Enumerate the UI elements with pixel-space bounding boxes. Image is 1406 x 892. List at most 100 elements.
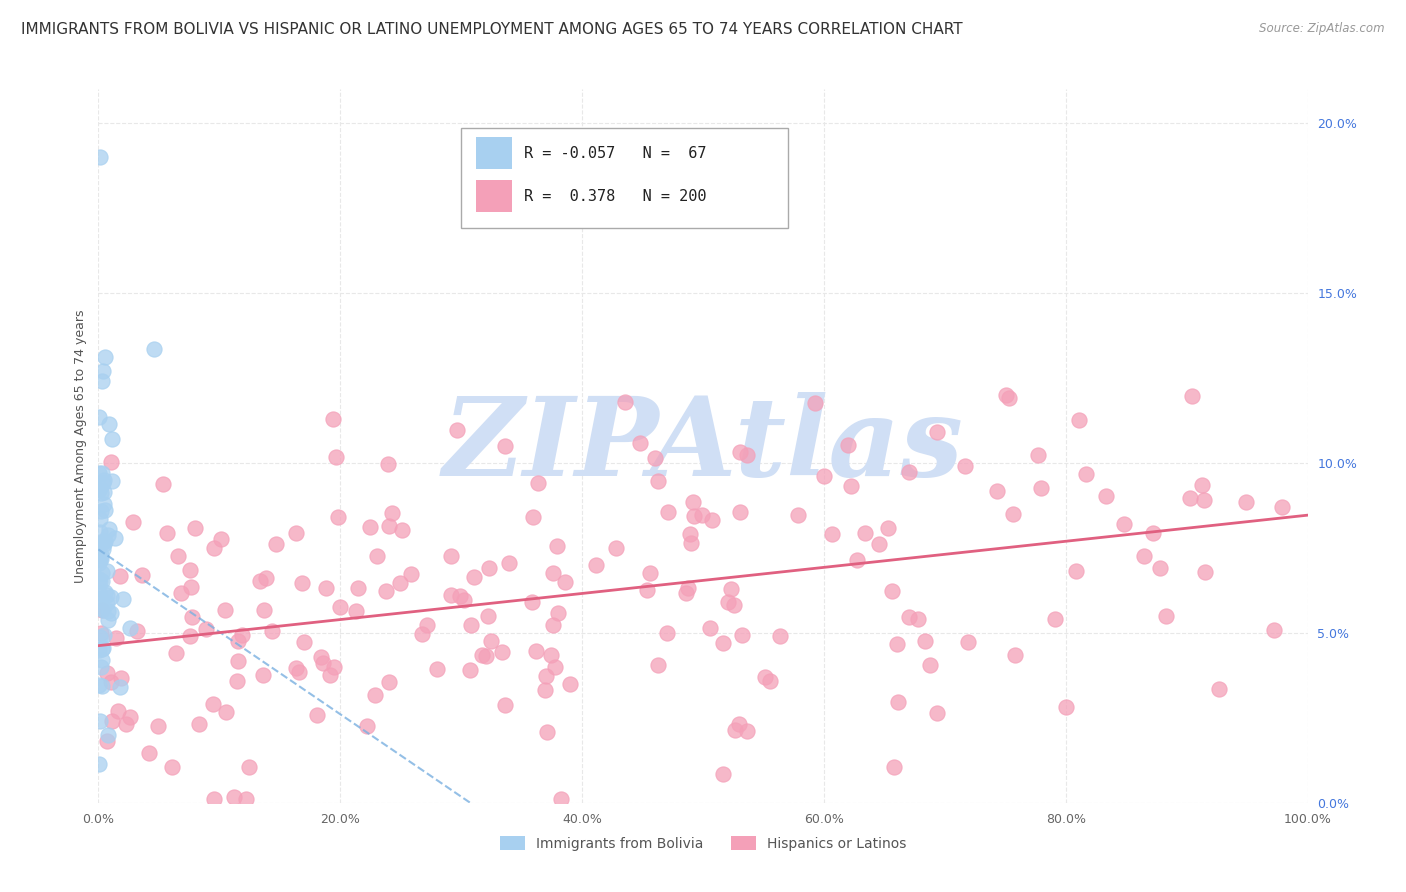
Point — [541, 618, 564, 632]
Point — [366, 549, 388, 564]
Point — [494, 698, 516, 712]
Point — [284, 525, 307, 540]
Point — [90, 679, 112, 693]
Point — [305, 707, 328, 722]
Point — [540, 648, 562, 663]
Point — [87, 677, 110, 691]
Point — [1054, 700, 1077, 714]
Point — [986, 483, 1008, 498]
Point — [93, 537, 115, 551]
Point — [1181, 389, 1204, 403]
Point — [97, 527, 120, 541]
Point — [226, 633, 249, 648]
Point — [89, 552, 111, 566]
Point — [647, 474, 669, 488]
Point — [682, 495, 704, 509]
Point — [381, 506, 404, 520]
Point — [359, 519, 381, 533]
Point — [156, 525, 179, 540]
Point — [118, 621, 141, 635]
Point — [458, 663, 481, 677]
Point — [101, 474, 124, 488]
Point — [319, 667, 342, 681]
Point — [89, 540, 111, 554]
Point — [93, 497, 115, 511]
Point — [170, 586, 193, 600]
Point — [326, 510, 349, 524]
Point — [89, 481, 111, 495]
Point — [100, 455, 122, 469]
Point — [998, 391, 1021, 405]
Point — [89, 150, 111, 164]
Point — [188, 717, 211, 731]
Point — [87, 409, 110, 424]
Point — [391, 523, 413, 537]
Point — [546, 539, 568, 553]
Point — [115, 717, 138, 731]
Point — [683, 508, 706, 523]
Point — [471, 648, 494, 662]
Point — [97, 728, 120, 742]
Point — [735, 448, 758, 462]
Point — [636, 582, 658, 597]
Point — [100, 675, 122, 690]
Point — [238, 760, 260, 774]
Point — [1067, 413, 1090, 427]
Point — [925, 706, 948, 721]
Point — [90, 485, 112, 500]
Point — [91, 476, 114, 491]
Point — [1180, 491, 1202, 505]
Point — [675, 586, 697, 600]
Point — [702, 513, 724, 527]
Point — [883, 760, 905, 774]
Point — [547, 606, 569, 620]
Point — [446, 423, 468, 437]
Point — [1192, 492, 1215, 507]
Point — [97, 604, 120, 618]
Point — [90, 660, 112, 674]
Point — [94, 585, 117, 599]
Point — [1114, 517, 1136, 532]
Point — [498, 556, 520, 570]
Point — [97, 613, 120, 627]
Point — [356, 718, 378, 732]
Point — [184, 521, 207, 535]
Point — [93, 473, 115, 487]
Point — [897, 609, 920, 624]
Point — [735, 723, 758, 738]
Point — [108, 681, 131, 695]
Point — [138, 746, 160, 760]
Point — [554, 575, 576, 590]
Point — [235, 792, 257, 806]
Point — [90, 504, 112, 518]
Point — [1004, 648, 1026, 662]
Point — [90, 466, 112, 480]
Point — [96, 596, 118, 610]
Point — [87, 643, 110, 657]
Point — [165, 646, 187, 660]
Bar — [475, 137, 512, 169]
Point — [110, 671, 132, 685]
Point — [91, 574, 114, 588]
Point — [527, 475, 550, 490]
Point — [87, 466, 110, 480]
Point — [711, 767, 734, 781]
Point — [453, 592, 475, 607]
Point — [1263, 624, 1285, 638]
Point — [98, 522, 121, 536]
Point — [214, 706, 236, 720]
Point — [167, 549, 190, 563]
Point — [647, 657, 669, 672]
Point — [344, 604, 367, 618]
Point — [657, 505, 679, 519]
Legend: Immigrants from Bolivia, Hispanics or Latinos: Immigrants from Bolivia, Hispanics or La… — [494, 830, 912, 856]
Point — [179, 629, 201, 643]
Point — [877, 521, 900, 535]
Point — [628, 435, 651, 450]
Point — [162, 760, 184, 774]
Point — [769, 630, 792, 644]
Point — [89, 512, 111, 526]
Point — [925, 425, 948, 439]
Point — [91, 541, 114, 556]
Point — [536, 724, 558, 739]
